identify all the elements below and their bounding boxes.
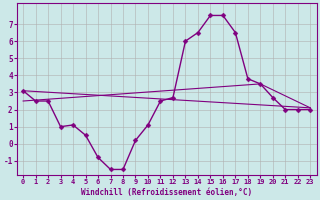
X-axis label: Windchill (Refroidissement éolien,°C): Windchill (Refroidissement éolien,°C) (81, 188, 252, 197)
